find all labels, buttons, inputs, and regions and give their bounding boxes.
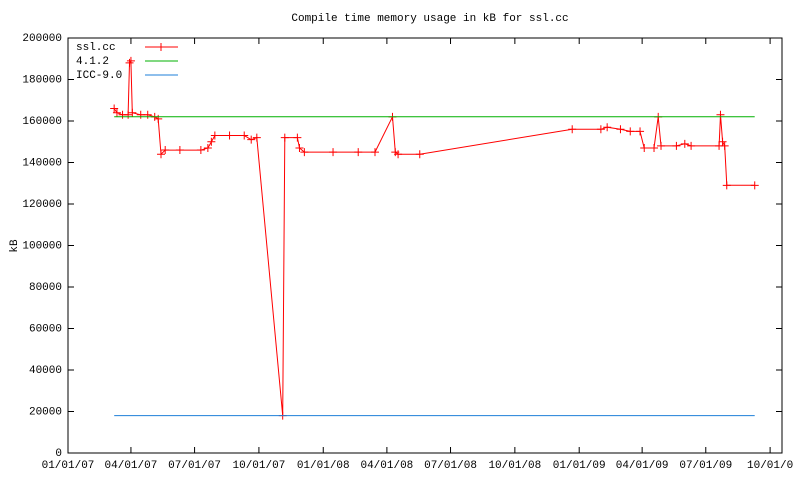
x-tick-label: 07/01/09 xyxy=(679,460,732,472)
legend-label: ICC-9.0 xyxy=(76,70,122,82)
point-marker xyxy=(329,148,338,157)
point-marker xyxy=(240,131,249,140)
point-marker xyxy=(722,181,731,190)
point-marker xyxy=(136,110,145,119)
point-marker xyxy=(143,110,152,119)
y-tick-label: 80000 xyxy=(29,282,62,294)
point-marker xyxy=(720,141,729,150)
x-tick-label: 01/01/07 xyxy=(42,460,95,472)
y-tick-label: 40000 xyxy=(29,365,62,377)
point-marker xyxy=(672,141,681,150)
x-tick-label: 10/01/08 xyxy=(488,460,541,472)
point-marker xyxy=(154,114,163,123)
y-tick-label: 140000 xyxy=(22,157,62,169)
point-marker xyxy=(657,141,666,150)
point-marker xyxy=(636,127,645,136)
point-marker xyxy=(596,125,605,134)
point-marker xyxy=(252,133,261,142)
x-tick-label: 10/01/0 xyxy=(747,460,793,472)
point-marker xyxy=(370,148,379,157)
point-marker xyxy=(394,150,403,159)
point-marker xyxy=(124,110,133,119)
point-marker xyxy=(207,137,216,146)
point-marker xyxy=(687,141,696,150)
point-marker xyxy=(354,148,363,157)
point-marker xyxy=(295,143,304,152)
y-tick-label: 60000 xyxy=(29,323,62,335)
point-marker xyxy=(203,143,212,152)
point-marker xyxy=(157,150,166,159)
x-tick-label: 07/01/08 xyxy=(424,460,477,472)
point-marker xyxy=(126,56,135,65)
legend-marker xyxy=(157,43,165,51)
y-tick-label: 100000 xyxy=(22,240,62,252)
point-marker xyxy=(716,110,725,119)
point-marker xyxy=(650,143,659,152)
point-marker xyxy=(616,125,625,134)
y-tick-label: 160000 xyxy=(22,116,62,128)
point-marker xyxy=(750,181,759,190)
point-marker xyxy=(603,123,612,132)
y-tick-label: 0 xyxy=(55,448,62,460)
point-marker xyxy=(718,137,727,146)
point-marker xyxy=(568,125,577,134)
y-tick-label: 200000 xyxy=(22,33,62,45)
point-marker xyxy=(210,131,219,140)
x-tick-label: 04/01/09 xyxy=(616,460,669,472)
point-marker xyxy=(161,146,170,155)
legend-label: ssl.cc xyxy=(76,42,116,54)
point-marker xyxy=(112,108,121,117)
point-marker xyxy=(125,58,134,67)
legend-label: 4.1.2 xyxy=(76,56,109,68)
y-axis-label: kB xyxy=(9,239,21,253)
point-marker xyxy=(128,108,137,117)
point-marker xyxy=(293,133,302,142)
point-marker xyxy=(175,146,184,155)
x-tick-label: 07/01/07 xyxy=(168,460,221,472)
point-marker xyxy=(196,146,205,155)
x-tick-label: 10/01/07 xyxy=(233,460,286,472)
y-tick-label: 120000 xyxy=(22,199,62,211)
x-tick-label: 04/01/08 xyxy=(360,460,413,472)
point-marker xyxy=(626,127,635,136)
point-marker xyxy=(415,150,424,159)
y-tick-label: 180000 xyxy=(22,74,62,86)
x-tick-label: 01/01/09 xyxy=(553,460,606,472)
point-marker xyxy=(110,104,119,113)
chart-title: Compile time memory usage in kB for ssl.… xyxy=(291,13,568,25)
x-tick-label: 04/01/07 xyxy=(105,460,158,472)
point-marker xyxy=(640,143,649,152)
point-marker xyxy=(280,133,289,142)
point-marker xyxy=(680,139,689,148)
point-marker xyxy=(300,148,309,157)
plot-frame xyxy=(67,37,783,454)
point-marker xyxy=(247,135,256,144)
x-tick-label: 01/01/08 xyxy=(297,460,350,472)
point-marker xyxy=(225,131,234,140)
y-tick-label: 20000 xyxy=(29,406,62,418)
